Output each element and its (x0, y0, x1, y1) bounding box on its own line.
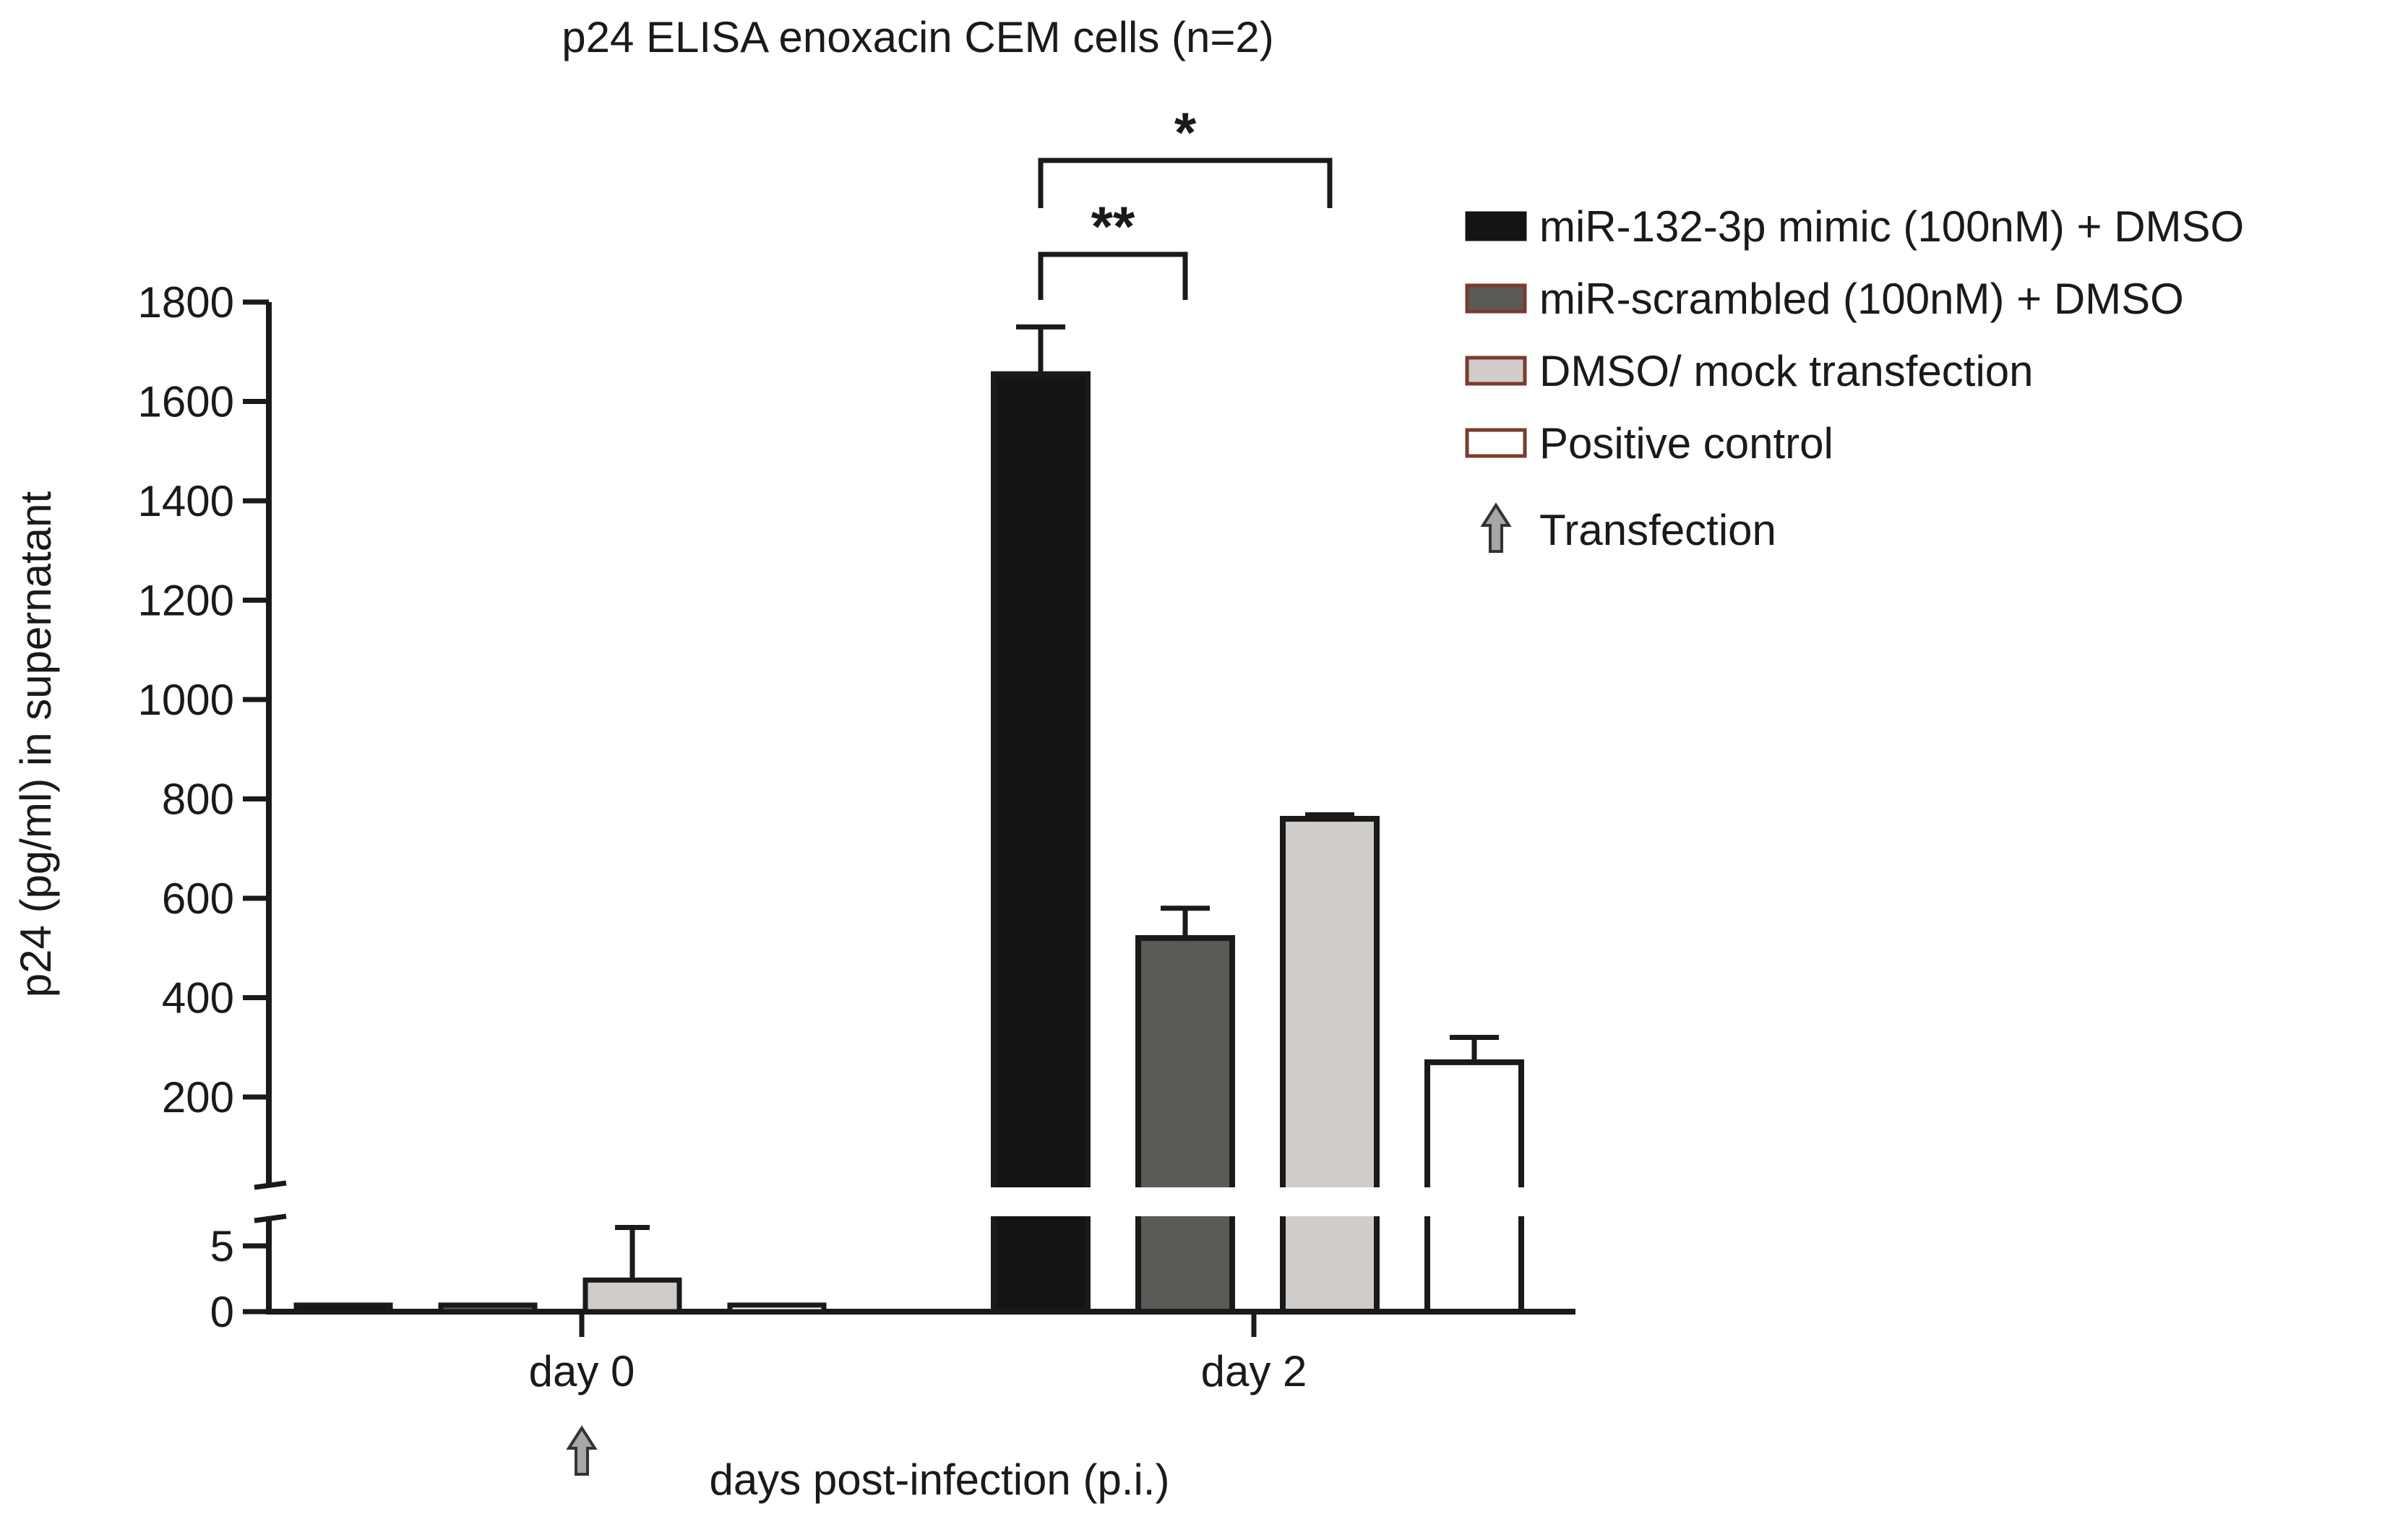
legend-swatch (1465, 428, 1527, 458)
y-tick-label: 1600 (138, 378, 234, 426)
legend-swatch (1465, 283, 1527, 314)
bar-lower (994, 1216, 1088, 1312)
bar (293, 1302, 393, 1315)
y-tick-label: 800 (162, 775, 234, 824)
y-ticks-lower: 05 (210, 1222, 269, 1336)
axis-break-mark-lower (254, 1213, 287, 1223)
legend-label: DMSO/ mock transfection (1539, 347, 2034, 395)
transfection-marker (566, 1425, 598, 1476)
y-axis-label: p24 (pg/ml) in supernatant (12, 491, 60, 997)
legend-label: Transfection (1539, 506, 1776, 554)
x-axis-label: days post-infection (p.i.) (710, 1455, 1170, 1504)
bar (582, 1277, 682, 1315)
legend-transfection-arrow-icon (1480, 502, 1512, 553)
legend-label: Positive control (1539, 419, 1833, 468)
bar-lower (1283, 1216, 1377, 1312)
x-tick-label: day 2 (1201, 1347, 1307, 1395)
legend-label: miR-scrambled (100nM) + DMSO (1539, 275, 2184, 323)
bar-lower-outline (1280, 1216, 1380, 1315)
significance-brackets: *** (1038, 100, 1333, 300)
y-tick-label: 200 (162, 1073, 234, 1122)
x-ticks: day 0 day 2 (529, 1312, 1307, 1395)
y-ticks-upper: 200 400 600 800 1000 1200 1400 1600 1800 (138, 278, 269, 1122)
bar-lower-outline (1424, 1216, 1524, 1315)
bar-lower (1427, 1216, 1521, 1312)
legend-label: miR-132-3p mimic (100nM) + DMSO (1539, 202, 2244, 251)
error-bars (615, 324, 1499, 1281)
y-tick-label: 400 (162, 974, 234, 1023)
bar-upper (1138, 938, 1232, 1187)
bar-lower-outline (1135, 1216, 1235, 1315)
y-tick-label: 0 (210, 1288, 234, 1336)
bar-upper-outline (1424, 1059, 1524, 1187)
bars (293, 371, 1524, 1315)
significance-label: ** (1091, 194, 1135, 258)
significance-bracket (1038, 158, 1333, 208)
axis-break-mark-upper (254, 1180, 287, 1190)
y-tick-label: 1000 (138, 676, 234, 724)
bar-upper (1427, 1062, 1521, 1187)
significance-bracket (1038, 251, 1188, 300)
x-tick-label: day 0 (529, 1347, 635, 1395)
bar-upper-outline (991, 371, 1091, 1187)
y-tick-label: 1200 (138, 577, 234, 625)
legend-swatch (1465, 356, 1527, 386)
chart-title: p24 ELISA enoxacin CEM cells (n=2) (562, 13, 1274, 61)
bar-upper (994, 374, 1088, 1187)
legend-swatch (1465, 211, 1527, 241)
significance-label: * (1174, 100, 1197, 164)
legend: miR-132-3p mimic (100nM) + DMSO miR-scram… (1465, 202, 2244, 554)
bar (727, 1302, 827, 1315)
bar-lower (1138, 1216, 1232, 1312)
transfection-arrow-icon (566, 1425, 598, 1476)
bar (438, 1302, 538, 1315)
y-tick-label: 1800 (138, 278, 234, 327)
bar-upper (1283, 819, 1377, 1187)
y-tick-label: 1400 (138, 477, 234, 525)
bar-lower-outline (991, 1216, 1091, 1315)
y-tick-label: 5 (210, 1222, 234, 1270)
y-tick-label: 600 (162, 874, 234, 923)
